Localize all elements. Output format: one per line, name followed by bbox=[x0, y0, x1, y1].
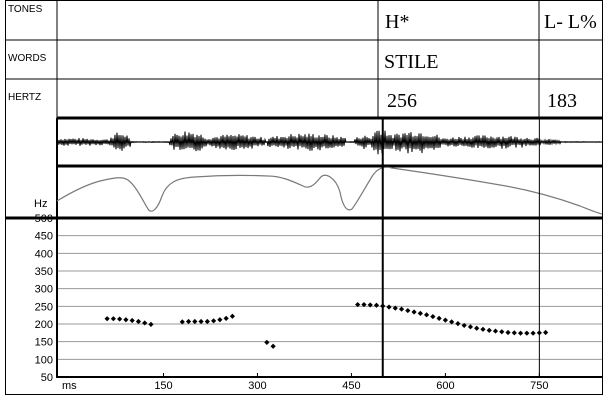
hertz-value: 183 bbox=[547, 90, 577, 112]
pitch-point bbox=[223, 315, 229, 321]
pitch-point bbox=[505, 329, 511, 336]
y-tick-label: 250 bbox=[35, 301, 53, 313]
grid-lines bbox=[57, 235, 602, 360]
pitch-point bbox=[185, 318, 192, 325]
pitch-point bbox=[129, 317, 135, 324]
pitch-point bbox=[486, 327, 492, 333]
pitch-point bbox=[373, 302, 380, 308]
hertz-value: 256 bbox=[387, 90, 417, 112]
waveform-panel bbox=[56, 116, 603, 218]
pitch-point bbox=[543, 329, 549, 336]
x-tick-label: 150 bbox=[154, 380, 172, 392]
pitch-point bbox=[423, 312, 430, 318]
pitch-point bbox=[229, 313, 236, 319]
x-axis: 150 300 450 600 750 bbox=[154, 373, 549, 392]
tone-label: L- L% bbox=[544, 11, 597, 33]
pitch-contour bbox=[56, 166, 603, 215]
pitch-point bbox=[524, 330, 530, 336]
pitch-point bbox=[467, 324, 474, 330]
hertz-tier-label: HERTZ bbox=[8, 92, 41, 103]
pitch-point bbox=[398, 306, 405, 312]
y-tick-label: 200 bbox=[35, 319, 53, 331]
pitch-point bbox=[430, 313, 436, 320]
pitch-point bbox=[135, 318, 142, 325]
pitch-point bbox=[392, 305, 398, 311]
pitch-point bbox=[530, 330, 536, 336]
pitch-point bbox=[442, 317, 448, 323]
y-axis-label: Hz bbox=[34, 198, 47, 210]
waveform bbox=[56, 130, 603, 155]
pitch-point bbox=[367, 302, 373, 308]
pitch-point bbox=[517, 330, 524, 336]
pitch-point bbox=[211, 318, 217, 324]
y-tick-label: 350 bbox=[35, 266, 53, 278]
pitch-point bbox=[264, 339, 270, 345]
pitch-point bbox=[449, 319, 455, 325]
pitch-point bbox=[480, 326, 486, 332]
pitch-point bbox=[179, 319, 185, 325]
pitch-point bbox=[492, 328, 499, 334]
pitch-point bbox=[217, 317, 223, 323]
words-tier-label: WORDS bbox=[8, 53, 47, 64]
contour-panel: Hz bbox=[34, 166, 603, 215]
pitch-point bbox=[386, 304, 392, 310]
y-tick-label: 50 bbox=[41, 372, 53, 384]
y-tick-label: 450 bbox=[35, 231, 53, 243]
y-tick-label: 100 bbox=[35, 354, 53, 366]
pitch-point bbox=[204, 318, 210, 325]
x-axis-label: ms bbox=[62, 380, 77, 392]
y-axis: 50100150200250300350400450500 bbox=[35, 213, 53, 384]
pitch-point bbox=[461, 322, 467, 329]
pitch-point bbox=[192, 318, 198, 325]
pitch-point bbox=[499, 329, 505, 335]
pitch-point bbox=[110, 316, 116, 322]
pitch-point bbox=[474, 325, 480, 331]
x-tick-label: 750 bbox=[530, 380, 548, 392]
pitch-plot: 50100150200250300350400450500 1503004506… bbox=[5, 213, 602, 392]
pitch-point bbox=[361, 301, 367, 308]
tone-label: H* bbox=[385, 11, 409, 33]
pitch-points bbox=[104, 301, 549, 349]
pitch-point bbox=[436, 315, 442, 321]
pitch-point bbox=[117, 316, 123, 322]
y-tick-label: 400 bbox=[35, 248, 53, 260]
figure-frame bbox=[5, 0, 603, 395]
annotation-tiers: TONES WORDS HERTZ H* L- L% STILE 256 183 bbox=[5, 0, 602, 118]
tones-tier-label: TONES bbox=[8, 4, 43, 15]
pitch-point bbox=[417, 310, 423, 316]
pitch-point bbox=[455, 321, 461, 327]
y-tick-label: 300 bbox=[35, 284, 53, 296]
pitch-point bbox=[270, 343, 276, 349]
pitch-point bbox=[355, 301, 361, 308]
word-label: STILE bbox=[384, 51, 438, 73]
x-tick-label: 450 bbox=[342, 380, 360, 392]
pitch-point bbox=[142, 320, 148, 326]
pitch-point bbox=[405, 307, 411, 314]
pitch-point bbox=[104, 316, 110, 322]
pitch-point bbox=[411, 309, 417, 315]
y-tick-label: 150 bbox=[35, 337, 53, 349]
pitch-point bbox=[511, 330, 517, 336]
x-tick-label: 300 bbox=[248, 380, 266, 392]
pitch-point bbox=[123, 317, 129, 323]
pitch-point bbox=[148, 321, 154, 327]
pitch-point bbox=[198, 318, 204, 325]
x-tick-label: 600 bbox=[436, 380, 454, 392]
